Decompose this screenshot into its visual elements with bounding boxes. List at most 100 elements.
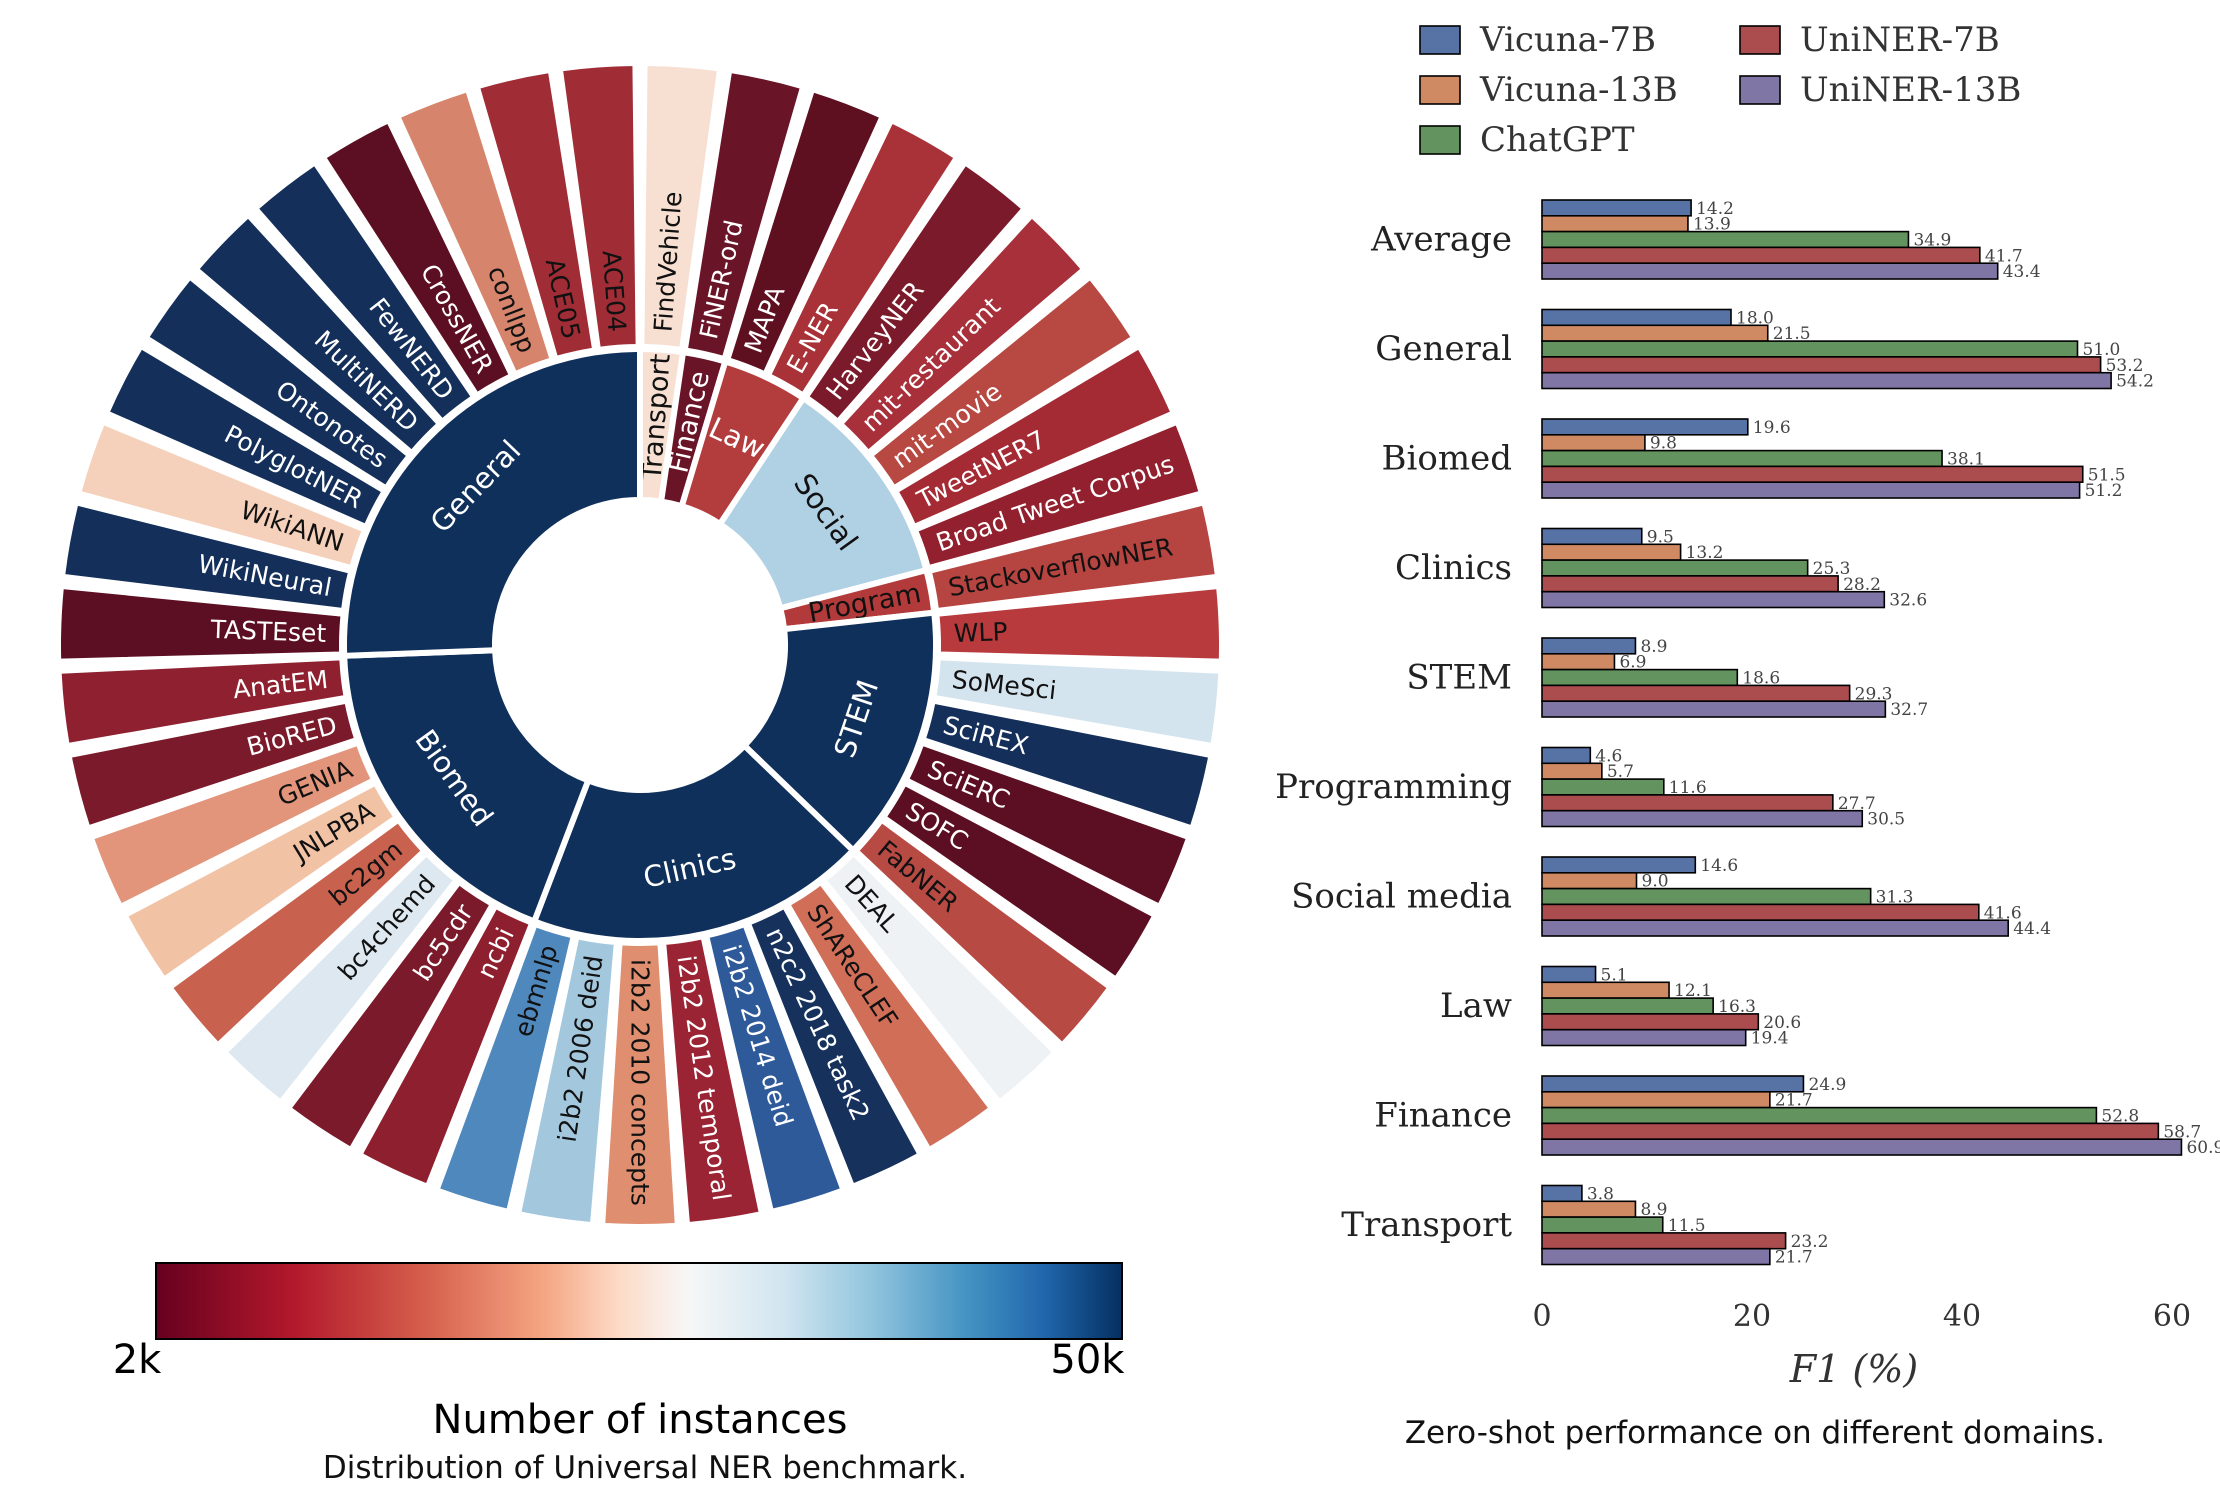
value-label-chatgpt-average: 34.9	[1913, 231, 1951, 251]
left-caption: Distribution of Universal NER benchmark.	[322, 1450, 968, 1486]
legend-swatch-chatgpt	[1419, 125, 1461, 155]
dataset-wedge-conllpp	[398, 90, 552, 374]
bar-chatgpt-transport	[1541, 1216, 1664, 1234]
dataset-wedge-anatem	[59, 658, 346, 746]
value-label-uniner-7b-social-media: 41.6	[1984, 903, 2022, 923]
dataset-wedge-fabner	[856, 820, 1110, 1045]
category-label-finance: Finance	[1374, 1096, 1512, 1136]
bar-vicuna-13b-biomed	[1541, 433, 1646, 452]
value-label-vicuna-7b-stem: 8.9	[1640, 637, 1667, 657]
value-label-uniner-7b-programming: 27.7	[1838, 794, 1876, 814]
value-label-uniner-7b-average: 41.7	[1985, 246, 2023, 266]
dataset-wedge-i2b2-2010-concepts	[603, 943, 677, 1227]
dataset-wedge-stackoverflowner	[929, 503, 1217, 610]
bar-vicuna-7b-stem	[1541, 637, 1637, 655]
value-label-vicuna-13b-clinics: 13.2	[1686, 543, 1724, 563]
value-label-chatgpt-finance: 52.8	[2101, 1107, 2139, 1127]
bar-chatgpt-finance	[1541, 1106, 2098, 1125]
value-label-uniner-7b-clinics: 28.2	[1843, 575, 1881, 595]
value-label-uniner-13b-law: 19.4	[1751, 1029, 1789, 1049]
colorbar-title: Number of instances	[432, 1397, 848, 1443]
bar-vicuna-13b-programming	[1541, 762, 1603, 780]
bar-chatgpt-law	[1541, 997, 1714, 1015]
legend-swatch-uniner-13b	[1739, 75, 1781, 105]
value-label-vicuna-7b-social-media: 14.6	[1700, 856, 1738, 876]
bar-chart: Average14.213.934.941.743.4General18.021…	[1275, 20, 2220, 1391]
dataset-wedge-genia	[91, 743, 373, 906]
value-label-vicuna-7b-biomed: 19.6	[1753, 418, 1791, 438]
bar-vicuna-7b-transport	[1541, 1184, 1583, 1203]
value-label-uniner-7b-biomed: 51.5	[2088, 465, 2126, 485]
bar-vicuna-7b-law	[1541, 965, 1597, 984]
legend-label-uniner-7b: UniNER-7B	[1800, 20, 2000, 60]
bar-uniner-7b-social-media	[1541, 903, 1980, 922]
legend-label-vicuna-7b: Vicuna-7B	[1479, 20, 1656, 60]
bar-uniner-13b-average	[1541, 262, 1999, 280]
value-label-uniner-13b-biomed: 51.2	[2085, 481, 2123, 501]
colorbar	[155, 1262, 1123, 1340]
category-label-transport: Transport	[1341, 1205, 1512, 1245]
category-label-general: General	[1375, 329, 1512, 369]
bar-uniner-7b-finance	[1541, 1122, 2160, 1141]
right-caption: Zero-shot performance on different domai…	[1404, 1415, 2106, 1451]
dataset-wedge-bc2gm	[170, 820, 424, 1045]
bar-uniner-7b-general	[1541, 356, 2102, 374]
bar-uniner-13b-law	[1541, 1028, 1747, 1047]
category-label-average: Average	[1370, 220, 1512, 260]
value-label-vicuna-13b-finance: 21.7	[1775, 1091, 1813, 1111]
dataset-wedge-sofc	[884, 783, 1155, 979]
bar-uniner-13b-transport	[1541, 1247, 1771, 1266]
dataset-wedge-harveyner	[806, 163, 1024, 421]
category-label-biomed: Biomed	[1382, 439, 1512, 479]
bar-chatgpt-biomed	[1541, 449, 1943, 468]
bar-vicuna-7b-programming	[1541, 746, 1592, 765]
value-label-uniner-13b-programming: 30.5	[1867, 810, 1905, 830]
value-label-vicuna-7b-clinics: 9.5	[1647, 527, 1674, 547]
bar-chatgpt-clinics	[1541, 559, 1809, 577]
bar-vicuna-7b-clinics	[1541, 527, 1643, 546]
dataset-wedge-polyglotner	[107, 347, 384, 526]
bar-uniner-13b-finance	[1541, 1138, 2183, 1156]
dataset-wedge-wikineural	[63, 503, 351, 610]
bar-vicuna-13b-average	[1541, 215, 1689, 233]
value-label-chatgpt-general: 51.0	[2083, 340, 2121, 360]
bar-uniner-7b-clinics	[1541, 575, 1839, 593]
bar-vicuna-13b-clinics	[1541, 543, 1682, 561]
dataset-wedge-ncbi	[360, 906, 531, 1186]
bar-uniner-7b-stem	[1541, 684, 1851, 703]
category-label-social-media: Social media	[1291, 877, 1512, 917]
bar-vicuna-13b-social-media	[1541, 871, 1638, 890]
bar-vicuna-13b-stem	[1541, 652, 1616, 671]
dataset-wedge-scierc	[907, 743, 1189, 906]
bar-vicuna-7b-biomed	[1541, 418, 1749, 436]
value-label-uniner-13b-average: 43.4	[2003, 262, 2041, 282]
bar-vicuna-7b-general	[1541, 308, 1732, 327]
bar-uniner-13b-stem	[1541, 700, 1887, 718]
dataset-wedge-jnlpba	[125, 783, 396, 979]
sunburst-center	[495, 500, 785, 790]
colorbar-min-label: 2k	[112, 1337, 162, 1383]
value-label-uniner-7b-transport: 23.2	[1791, 1232, 1829, 1252]
dataset-wedge-crossner	[324, 121, 511, 395]
bar-vicuna-7b-average	[1541, 199, 1692, 217]
dataset-label-tasteset: TASTEset	[209, 615, 327, 648]
bar-uniner-7b-law	[1541, 1013, 1760, 1031]
value-label-vicuna-7b-finance: 24.9	[1808, 1075, 1846, 1095]
legend-label-uniner-13b: UniNER-13B	[1800, 70, 2021, 110]
value-label-vicuna-13b-biomed: 9.8	[1650, 434, 1677, 454]
bar-vicuna-13b-law	[1541, 981, 1670, 999]
value-label-vicuna-13b-law: 12.1	[1674, 981, 1712, 1001]
dataset-wedge-broad-tweet-corpus	[916, 422, 1201, 568]
dataset-wedge-shareclef	[788, 883, 991, 1149]
value-label-vicuna-7b-transport: 3.8	[1587, 1184, 1614, 1204]
bar-uniner-13b-social-media	[1541, 919, 2010, 937]
value-label-chatgpt-law: 16.3	[1718, 997, 1756, 1017]
legend-label-chatgpt: ChatGPT	[1480, 120, 1635, 160]
bar-uniner-13b-programming	[1541, 809, 1864, 828]
bar-uniner-7b-programming	[1541, 794, 1834, 812]
bar-uniner-7b-average	[1541, 246, 1981, 264]
value-label-uniner-7b-law: 20.6	[1763, 1013, 1801, 1033]
dataset-wedge-i2b2-2012-temporal	[664, 937, 761, 1225]
category-label-stem: STEM	[1406, 658, 1512, 698]
value-label-vicuna-7b-average: 14.2	[1696, 199, 1734, 219]
